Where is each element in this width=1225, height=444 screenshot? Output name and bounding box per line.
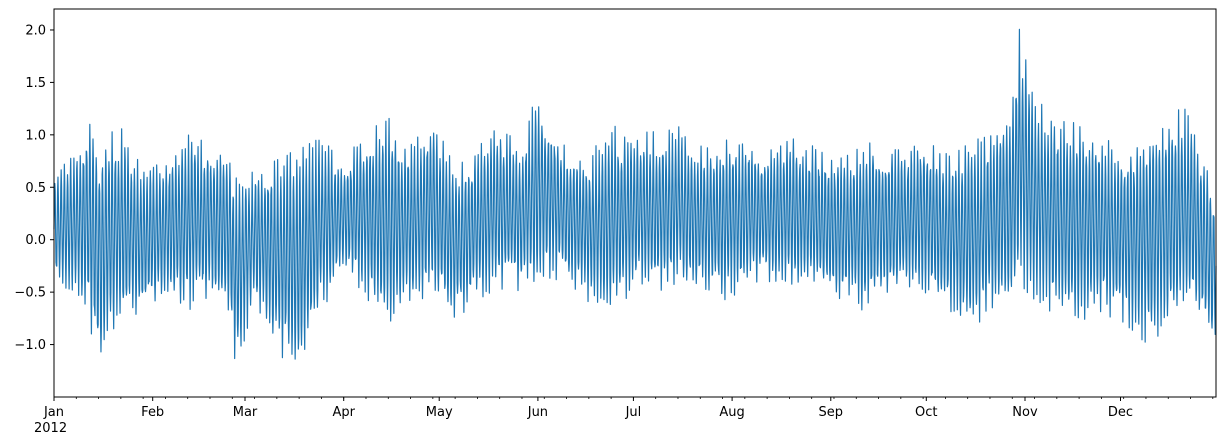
x-tick-label: Dec bbox=[1108, 405, 1133, 420]
x-tick-label: Apr bbox=[332, 405, 355, 420]
x-tick-label: Aug bbox=[719, 405, 744, 420]
series-line bbox=[53, 28, 1217, 360]
y-tick-label: −1.0 bbox=[14, 338, 46, 353]
series-layer bbox=[53, 28, 1217, 360]
x-tick-label: May bbox=[426, 405, 453, 420]
plot-frame bbox=[53, 8, 1217, 398]
y-tick-label: −0.5 bbox=[14, 286, 46, 301]
y-axis: 2.0 1.5 1.0 0.5 0.0 −0.5 −1.0 bbox=[14, 23, 54, 353]
x-tick-label: Mar bbox=[233, 405, 258, 420]
y-tick-label: 1.0 bbox=[25, 128, 46, 143]
x-axis: Jan Feb Mar Apr May Jun Jul Aug Sep Oct Nov Dec bbox=[43, 397, 1214, 420]
x-tick-label: Jan bbox=[43, 405, 64, 420]
x-tick-label: Oct bbox=[915, 405, 937, 420]
x-year-label: 2012 bbox=[34, 421, 67, 436]
x-tick-label: Nov bbox=[1012, 405, 1038, 420]
x-tick-label: Jul bbox=[625, 405, 642, 420]
x-tick-label: Jun bbox=[527, 405, 548, 420]
y-tick-label: 1.5 bbox=[25, 76, 46, 91]
x-tick-label: Sep bbox=[819, 405, 844, 420]
y-tick-label: 0.0 bbox=[25, 233, 46, 248]
y-tick-label: 2.0 bbox=[25, 23, 46, 38]
x-tick-label: Feb bbox=[141, 405, 164, 420]
y-tick-label: 0.5 bbox=[25, 181, 46, 196]
